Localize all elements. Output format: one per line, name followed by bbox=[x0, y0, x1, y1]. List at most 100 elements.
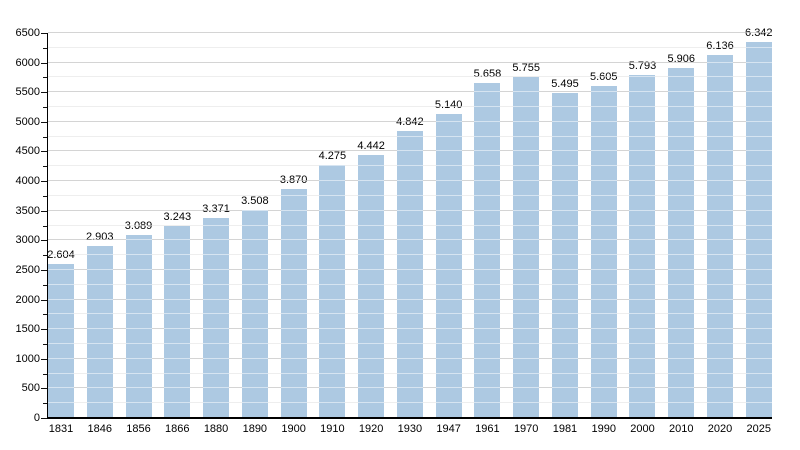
x-axis-tick-label: 1930 bbox=[397, 423, 423, 435]
bar-1866: 3.243 bbox=[164, 211, 191, 418]
bar-1856: 3.089 bbox=[125, 220, 152, 418]
y-axis-major-tick bbox=[41, 62, 47, 64]
x-axis-tick-label: 1890 bbox=[242, 423, 268, 435]
x-axis-tick-label: 1900 bbox=[281, 423, 306, 435]
y-axis-minor-tick bbox=[43, 77, 47, 79]
y-axis-major-tick bbox=[41, 151, 47, 153]
gridline-overlay bbox=[48, 328, 772, 330]
bar-value-label: 6.342 bbox=[745, 27, 773, 40]
gridline-overlay bbox=[48, 268, 772, 270]
gridline-overlay bbox=[48, 180, 772, 182]
y-axis-major-tick bbox=[41, 388, 47, 390]
bar-1910: 4.275 bbox=[319, 150, 346, 418]
gridline-overlay bbox=[48, 135, 772, 137]
bar-1961: 5.658 bbox=[474, 68, 501, 418]
bar-1846: 2.903 bbox=[86, 231, 114, 418]
x-axis-tick-label: 2020 bbox=[707, 423, 733, 435]
bar-value-label: 6.136 bbox=[706, 39, 734, 52]
bar-value-label: 5.793 bbox=[628, 59, 657, 72]
y-axis-major-tick bbox=[41, 299, 47, 301]
bar-value-label: 4.275 bbox=[318, 149, 347, 162]
y-axis-tick-label: 2000 bbox=[15, 293, 40, 306]
y-axis-major-tick bbox=[41, 329, 47, 331]
x-axis-tick-label: 1961 bbox=[475, 423, 500, 435]
y-axis-line bbox=[46, 33, 48, 418]
gridline-overlay bbox=[48, 239, 772, 241]
x-axis-tick-label: 1856 bbox=[126, 423, 151, 435]
y-axis-major-tick bbox=[41, 240, 47, 242]
y-axis-tick-label: 500 bbox=[21, 382, 40, 395]
y-axis-minor-tick bbox=[43, 314, 47, 316]
bar-1930: 4.842 bbox=[396, 116, 424, 418]
bar-value-label: 3.243 bbox=[163, 210, 192, 223]
gridline-overlay bbox=[48, 120, 772, 122]
y-axis-major-tick bbox=[41, 92, 47, 94]
y-axis-minor-tick bbox=[43, 255, 47, 257]
y-axis-major-tick bbox=[41, 418, 47, 419]
y-axis-minor-tick bbox=[43, 195, 47, 197]
y-axis-major-tick bbox=[41, 358, 47, 360]
bar-1990: 5.605 bbox=[590, 71, 617, 418]
y-axis-minor-tick bbox=[43, 343, 47, 345]
bar-value-label: 3.870 bbox=[279, 173, 308, 186]
x-axis-tick-label: 1970 bbox=[513, 423, 539, 435]
bar-value-label: 5.658 bbox=[473, 67, 502, 80]
y-axis-tick-label: 1000 bbox=[15, 352, 40, 365]
gridline-overlay bbox=[48, 91, 772, 93]
y-axis-major-tick bbox=[41, 121, 47, 123]
bar-1947: 5.140 bbox=[435, 99, 462, 418]
gridline-overlay bbox=[48, 165, 772, 167]
bar-2000: 5.793 bbox=[629, 60, 656, 418]
bar-1970: 5.755 bbox=[512, 62, 540, 418]
y-axis-minor-tick bbox=[43, 284, 47, 286]
bar-1880: 3.371 bbox=[202, 203, 230, 418]
x-axis-tick-label: 1981 bbox=[552, 423, 578, 435]
y-axis-major-tick bbox=[41, 33, 47, 34]
y-axis-minor-tick bbox=[43, 166, 47, 168]
gridline-overlay bbox=[48, 254, 772, 256]
gridline-overlay bbox=[48, 194, 772, 196]
gridline-overlay bbox=[48, 209, 772, 211]
y-axis-major-tick bbox=[41, 269, 47, 271]
bar-1900: 3.870 bbox=[280, 174, 307, 418]
y-axis-minor-tick bbox=[43, 136, 47, 138]
x-axis-tick-label: 1990 bbox=[591, 423, 616, 435]
gridline-overlay bbox=[48, 76, 772, 78]
x-axis-tick-label: 1910 bbox=[320, 423, 345, 435]
x-axis-tick-label: 1947 bbox=[436, 423, 461, 435]
gridline-overlay bbox=[48, 106, 772, 108]
x-axis-line bbox=[46, 416, 772, 419]
bar-value-label: 3.371 bbox=[202, 203, 230, 216]
y-axis-tick-label: 5500 bbox=[15, 86, 40, 99]
bar-value-label: 5.140 bbox=[434, 98, 463, 111]
y-axis-major-tick bbox=[41, 181, 47, 183]
bar-value-label: 4.442 bbox=[357, 139, 385, 152]
gridline-overlay bbox=[48, 46, 772, 48]
y-axis-tick-label: 3000 bbox=[15, 234, 40, 247]
bar-value-label: 5.755 bbox=[512, 62, 540, 75]
y-axis-tick-label: 0 bbox=[33, 412, 40, 424]
y-axis-minor-tick bbox=[43, 373, 47, 375]
x-axis-tick-label: 1831 bbox=[48, 423, 74, 435]
gridline-overlay bbox=[48, 387, 772, 389]
y-axis-tick-label: 4500 bbox=[15, 145, 40, 158]
x-axis-labels: 1831 1846 1856 1866 1880 1890 1900 1910 1920 1930… bbox=[48, 423, 772, 435]
bar-2020: 6.136 bbox=[706, 40, 734, 418]
gridline-overlay bbox=[48, 298, 772, 300]
gridline-overlay bbox=[48, 32, 772, 33]
x-axis-tick-label: 2025 bbox=[746, 423, 772, 435]
x-axis-tick-label: 2010 bbox=[669, 423, 694, 435]
y-axis-minor-tick bbox=[43, 225, 47, 227]
y-axis-tick-label: 6000 bbox=[15, 56, 40, 69]
gridline-overlay bbox=[48, 342, 772, 344]
gridline-overlay bbox=[48, 150, 772, 152]
y-axis-minor-tick bbox=[43, 403, 47, 405]
bar-value-label: 5.495 bbox=[551, 77, 579, 90]
y-axis-tick-label: 1500 bbox=[15, 323, 40, 336]
bar-1920: 4.442 bbox=[357, 140, 385, 418]
y-axis-ticks bbox=[41, 33, 47, 419]
x-axis-tick-label: 1846 bbox=[87, 423, 112, 435]
y-axis-labels: 0 500 1000 1500 2000 2500 3000 3500 4000 4500 5000… bbox=[0, 27, 40, 424]
gridline-overlay bbox=[48, 224, 772, 226]
